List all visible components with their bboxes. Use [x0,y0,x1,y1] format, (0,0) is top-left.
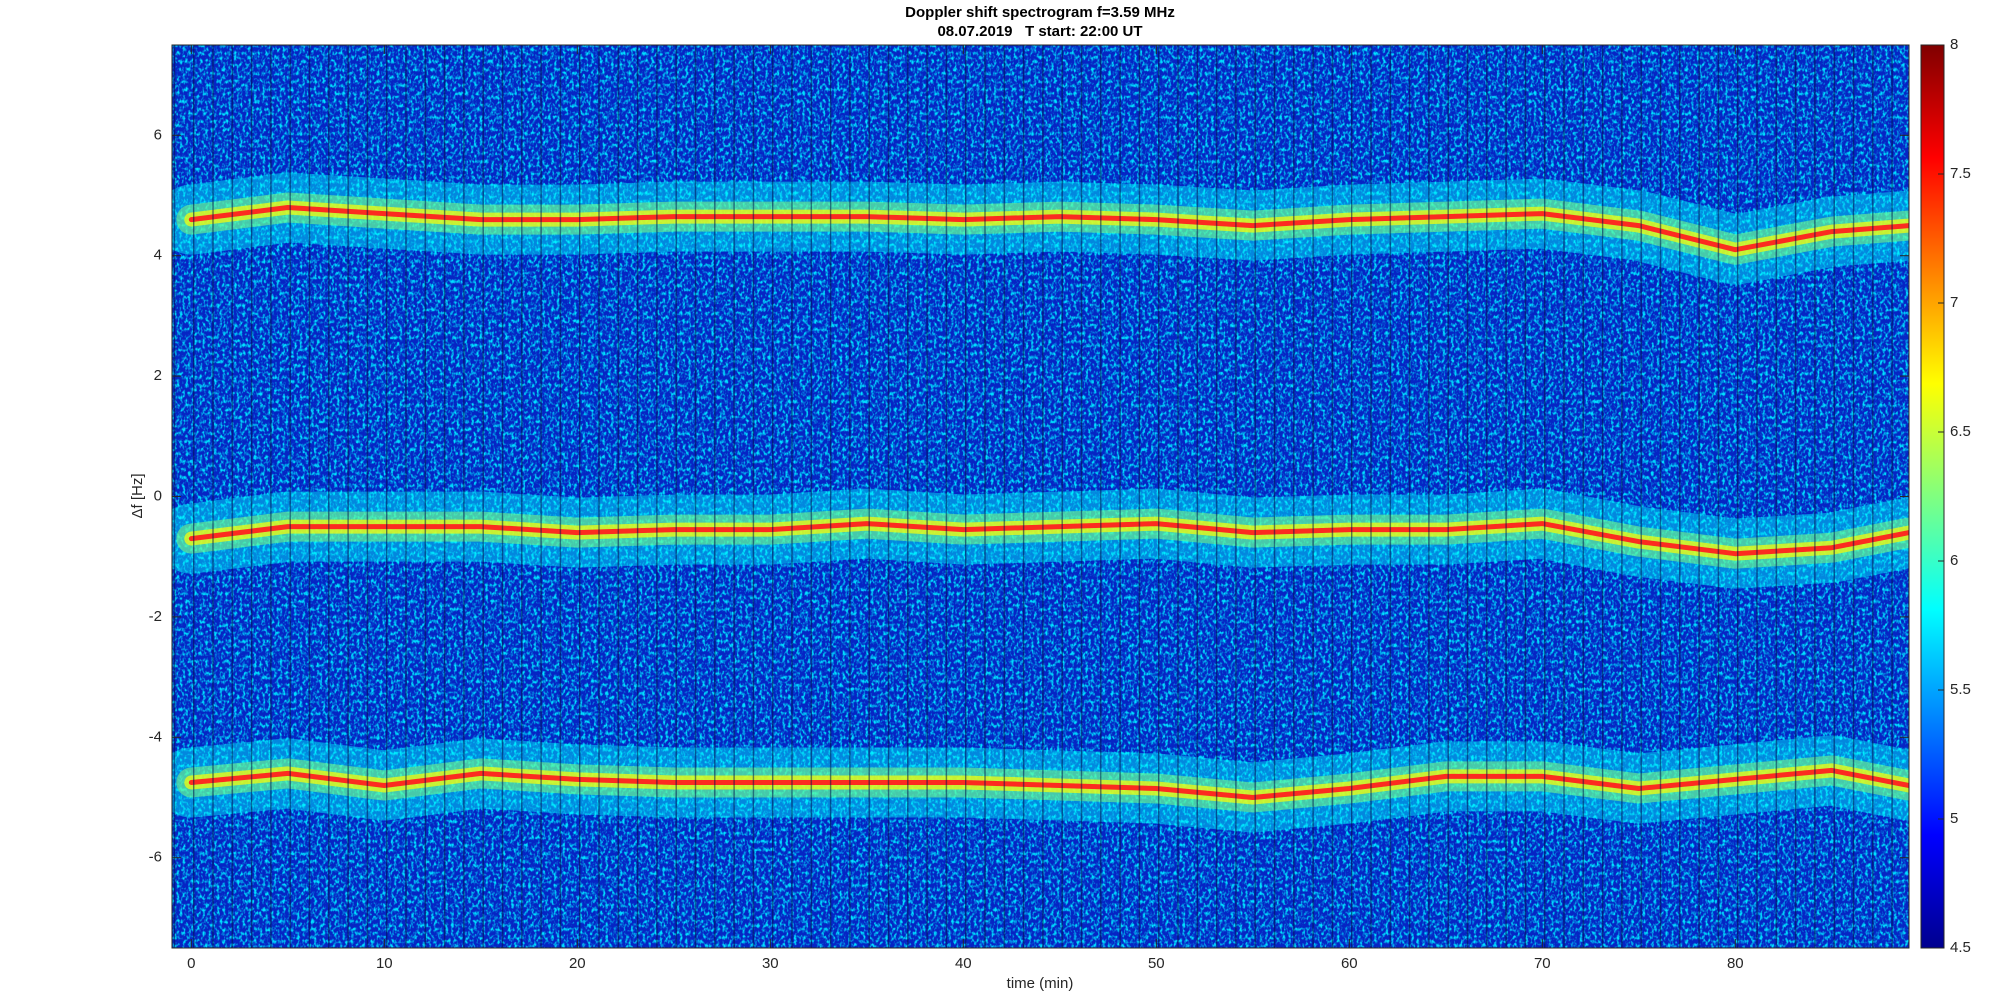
x-tick-label: 30 [762,955,779,972]
colorbar-tick-label: 4.5 [1950,939,1971,956]
colorbar-tick-label: 5.5 [1950,681,1971,698]
colorbar-tick-label: 6 [1950,552,1958,569]
x-tick-label: 50 [1148,955,1165,972]
y-tick-label: 2 [154,367,162,384]
y-tick-label: 4 [154,247,162,264]
colorbar-tick-label: 8 [1950,36,1958,53]
plot-area [172,45,1909,948]
y-tick-label: -4 [149,728,162,745]
x-axis-label: time (min) [1007,975,1074,992]
x-tick-label: 10 [376,955,393,972]
stripes [172,45,1909,948]
x-tick-label: 60 [1341,955,1358,972]
x-tick-label: 70 [1534,955,1551,972]
y-tick-label: -6 [149,849,162,866]
y-axis-label: Δf [Hz] [129,473,146,518]
colorbar-tick-label: 6.5 [1950,423,1971,440]
y-tick-label: 6 [154,126,162,143]
chart-subtitle: 08.07.2019 T start: 22:00 UT [937,23,1142,40]
y-tick-label: 0 [154,487,162,504]
x-tick-label: 40 [955,955,972,972]
colorbar-tick-label: 7 [1950,294,1958,311]
colorbar-tick-label: 5 [1950,810,1958,827]
colorbar-tick-label: 7.5 [1950,165,1971,182]
y-tick-label: -2 [149,608,162,625]
x-tick-label: 0 [187,955,195,972]
colorbar [1920,44,1945,949]
x-tick-label: 80 [1727,955,1744,972]
chart-title: Doppler shift spectrogram f=3.59 MHz [905,4,1175,21]
x-tick-label: 20 [569,955,586,972]
